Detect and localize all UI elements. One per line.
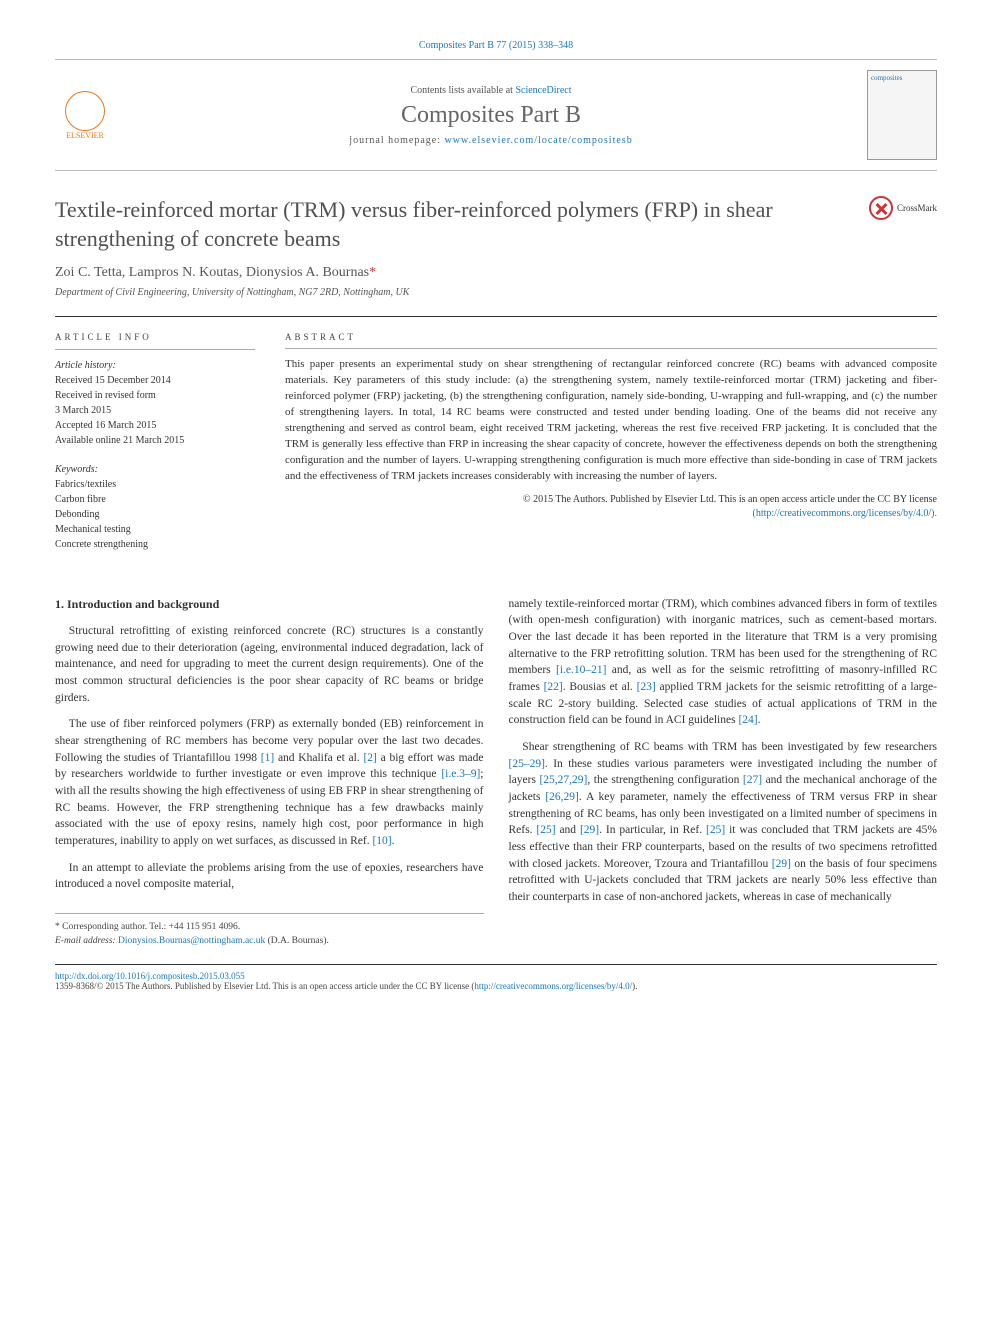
keyword: Carbon fibre	[55, 492, 255, 507]
license-link-bottom[interactable]: http://creativecommons.org/licenses/by/4…	[474, 981, 632, 991]
elsevier-logo[interactable]: ELSEVIER	[55, 80, 115, 150]
authors-names: Zoi C. Tetta, Lampros N. Koutas, Dionysi…	[55, 265, 369, 280]
history-line: Accepted 16 March 2015	[55, 418, 255, 433]
text-run: and Khalifa et al.	[274, 752, 363, 764]
ref-link[interactable]: [1]	[261, 752, 274, 764]
title-row: Textile-reinforced mortar (TRM) versus f…	[55, 196, 937, 253]
affiliation: Department of Civil Engineering, Univers…	[55, 287, 937, 298]
homepage-link[interactable]: www.elsevier.com/locate/compositesb	[445, 135, 633, 146]
journal-header: ELSEVIER Contents lists available at Sci…	[55, 59, 937, 171]
journal-name: Composites Part B	[130, 102, 852, 129]
email-label: E-mail address:	[55, 936, 118, 946]
crossmark-label: CrossMark	[897, 203, 937, 213]
homepage-prefix: journal homepage:	[349, 135, 444, 146]
paragraph: namely textile-reinforced mortar (TRM), …	[509, 596, 938, 729]
keyword: Concrete strengthening	[55, 537, 255, 552]
header-center: Contents lists available at ScienceDirec…	[130, 85, 852, 146]
section-heading: 1. Introduction and background	[55, 596, 484, 613]
doi-link[interactable]: http://dx.doi.org/10.1016/j.compositesb.…	[55, 971, 937, 981]
abstract-heading: ABSTRACT	[285, 331, 937, 349]
history-label: Article history:	[55, 358, 255, 373]
contents-line: Contents lists available at ScienceDirec…	[130, 85, 852, 96]
ref-link[interactable]: [25–29]	[509, 758, 545, 770]
sciencedirect-link[interactable]: ScienceDirect	[515, 85, 571, 96]
column-right: namely textile-reinforced mortar (TRM), …	[509, 596, 938, 949]
ref-link[interactable]: [10]	[372, 835, 391, 847]
article-title: Textile-reinforced mortar (TRM) versus f…	[55, 196, 849, 253]
crossmark-icon	[869, 196, 893, 220]
ref-link[interactable]: [i.e.3–9]	[441, 768, 480, 780]
keyword: Fabrics/textiles	[55, 477, 255, 492]
history-block: Article history: Received 15 December 20…	[55, 358, 255, 448]
article-info: ARTICLE INFO Article history: Received 1…	[55, 331, 255, 566]
ref-link[interactable]: [23]	[637, 681, 656, 693]
ref-link[interactable]: [25]	[706, 824, 725, 836]
publisher-name: ELSEVIER	[66, 131, 104, 140]
text-run: Shear strengthening of RC beams with TRM…	[522, 741, 937, 753]
corresponding-marker: *	[369, 265, 376, 280]
corresponding-footnote: * Corresponding author. Tel.: +44 115 95…	[55, 920, 484, 934]
crossmark-badge[interactable]: CrossMark	[869, 196, 937, 220]
keywords-label: Keywords:	[55, 462, 255, 477]
history-line: 3 March 2015	[55, 403, 255, 418]
ref-link[interactable]: [24]	[738, 714, 757, 726]
copyright-text: © 2015 The Authors. Published by Elsevie…	[523, 494, 937, 505]
issn-line: 1359-8368/© 2015 The Authors. Published …	[55, 981, 937, 991]
footnote-area: * Corresponding author. Tel.: +44 115 95…	[55, 913, 484, 949]
email-footnote: E-mail address: Dionysios.Bournas@nottin…	[55, 934, 484, 948]
body-columns: 1. Introduction and background Structura…	[55, 596, 937, 949]
article-info-heading: ARTICLE INFO	[55, 331, 255, 350]
elsevier-tree-icon	[65, 91, 105, 131]
keywords-block: Keywords: Fabrics/textiles Carbon fibre …	[55, 462, 255, 552]
email-suffix: (D.A. Bournas).	[265, 936, 329, 946]
text-run: . In particular, in Ref.	[599, 824, 706, 836]
journal-cover-thumb[interactable]: composites	[867, 70, 937, 160]
paragraph: Structural retrofitting of existing rein…	[55, 623, 484, 706]
copyright-line: © 2015 The Authors. Published by Elsevie…	[285, 493, 937, 522]
paragraph: Shear strengthening of RC beams with TRM…	[509, 739, 938, 906]
text-run: and	[556, 824, 580, 836]
text-run: .	[758, 714, 761, 726]
issn-text: 1359-8368/© 2015 The Authors. Published …	[55, 981, 474, 991]
keyword: Mechanical testing	[55, 522, 255, 537]
history-line: Received in revised form	[55, 388, 255, 403]
ref-link[interactable]: [25,27,29]	[539, 774, 587, 786]
page-container: Composites Part B 77 (2015) 338–348 ELSE…	[0, 0, 992, 1021]
ref-link[interactable]: [i.e.10–21]	[556, 664, 606, 676]
paragraph: In an attempt to alleviate the problems …	[55, 860, 484, 893]
issn-suffix: ).	[632, 981, 637, 991]
abstract-column: ABSTRACT This paper presents an experime…	[285, 331, 937, 566]
abstract-text: This paper presents an experimental stud…	[285, 357, 937, 485]
info-abstract-row: ARTICLE INFO Article history: Received 1…	[55, 316, 937, 566]
ref-link[interactable]: [2]	[363, 752, 376, 764]
history-line: Received 15 December 2014	[55, 373, 255, 388]
ref-link[interactable]: [29]	[772, 858, 791, 870]
column-left: 1. Introduction and background Structura…	[55, 596, 484, 949]
ref-link[interactable]: [22]	[544, 681, 563, 693]
email-link[interactable]: Dionysios.Bournas@nottingham.ac.uk	[118, 936, 265, 946]
ref-link[interactable]: [25]	[536, 824, 555, 836]
text-run: , the strengthening configuration	[587, 774, 743, 786]
license-link[interactable]: (http://creativecommons.org/licenses/by/…	[753, 508, 938, 519]
ref-link[interactable]: [26,29]	[545, 791, 579, 803]
authors-line: Zoi C. Tetta, Lampros N. Koutas, Dionysi…	[55, 265, 937, 281]
paragraph: The use of fiber reinforced polymers (FR…	[55, 716, 484, 849]
keyword: Debonding	[55, 507, 255, 522]
homepage-line: journal homepage: www.elsevier.com/locat…	[130, 135, 852, 146]
cover-label: composites	[871, 74, 903, 82]
doi-area: http://dx.doi.org/10.1016/j.compositesb.…	[55, 964, 937, 991]
ref-link[interactable]: [29]	[580, 824, 599, 836]
citation-line[interactable]: Composites Part B 77 (2015) 338–348	[55, 40, 937, 51]
history-line: Available online 21 March 2015	[55, 433, 255, 448]
text-run: .	[392, 835, 395, 847]
text-run: . Bousias et al.	[563, 681, 637, 693]
ref-link[interactable]: [27]	[743, 774, 762, 786]
contents-prefix: Contents lists available at	[410, 85, 515, 96]
